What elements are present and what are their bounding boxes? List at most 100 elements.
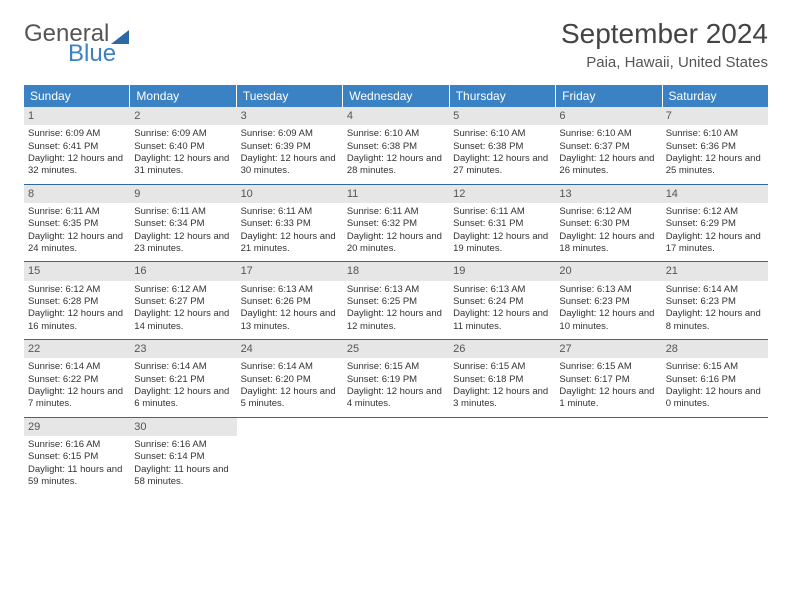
sunrise-line: Sunrise: 6:11 AM — [347, 206, 445, 218]
day-cell: 7Sunrise: 6:10 AMSunset: 6:36 PMDaylight… — [662, 107, 768, 184]
day-cell: 14Sunrise: 6:12 AMSunset: 6:29 PMDayligh… — [662, 185, 768, 262]
day-number: 20 — [555, 262, 661, 280]
sunset-line: Sunset: 6:23 PM — [559, 296, 657, 308]
day-cell: 19Sunrise: 6:13 AMSunset: 6:24 PMDayligh… — [449, 262, 555, 339]
day-cell: 2Sunrise: 6:09 AMSunset: 6:40 PMDaylight… — [130, 107, 236, 184]
sunrise-line: Sunrise: 6:10 AM — [559, 128, 657, 140]
sunrise-line: Sunrise: 6:09 AM — [134, 128, 232, 140]
sunrise-line: Sunrise: 6:12 AM — [559, 206, 657, 218]
daylight-line: Daylight: 12 hours and 4 minutes. — [347, 386, 445, 411]
day-number: 26 — [449, 340, 555, 358]
sunrise-line: Sunrise: 6:11 AM — [453, 206, 551, 218]
daylight-line: Daylight: 12 hours and 26 minutes. — [559, 153, 657, 178]
week-row: 8Sunrise: 6:11 AMSunset: 6:35 PMDaylight… — [24, 184, 768, 262]
sunrise-line: Sunrise: 6:14 AM — [28, 361, 126, 373]
day-cell: 30Sunrise: 6:16 AMSunset: 6:14 PMDayligh… — [130, 418, 236, 495]
sunrise-line: Sunrise: 6:15 AM — [666, 361, 764, 373]
day-number: 15 — [24, 262, 130, 280]
sunset-line: Sunset: 6:33 PM — [241, 218, 339, 230]
sunset-line: Sunset: 6:35 PM — [28, 218, 126, 230]
sunset-line: Sunset: 6:14 PM — [134, 451, 232, 463]
sunrise-line: Sunrise: 6:10 AM — [666, 128, 764, 140]
sunset-line: Sunset: 6:32 PM — [347, 218, 445, 230]
sunrise-line: Sunrise: 6:12 AM — [134, 284, 232, 296]
dow-cell: Monday — [130, 85, 236, 107]
day-cell: 16Sunrise: 6:12 AMSunset: 6:27 PMDayligh… — [130, 262, 236, 339]
sunrise-line: Sunrise: 6:12 AM — [28, 284, 126, 296]
day-cell: 20 Sunrise: 6:13 AMSunset: 6:23 PMDayligh… — [555, 262, 661, 339]
sunset-line: Sunset: 6:30 PM — [559, 218, 657, 230]
sunset-line: Sunset: 6:24 PM — [453, 296, 551, 308]
dow-cell: Wednesday — [343, 85, 449, 107]
daylight-line: Daylight: 12 hours and 13 minutes. — [241, 308, 339, 333]
daylight-line: Daylight: 12 hours and 3 minutes. — [453, 386, 551, 411]
sunrise-line: Sunrise: 6:11 AM — [134, 206, 232, 218]
sunrise-line: Sunrise: 6:11 AM — [28, 206, 126, 218]
daylight-line: Daylight: 12 hours and 10 minutes. — [559, 308, 657, 333]
sunrise-line: Sunrise: 6:15 AM — [453, 361, 551, 373]
sunrise-line: Sunrise: 6:16 AM — [28, 439, 126, 451]
day-number: 10 — [237, 185, 343, 203]
dow-cell: Sunday — [24, 85, 130, 107]
sunrise-line: Sunrise: 6:16 AM — [134, 439, 232, 451]
day-cell: 17Sunrise: 6:13 AMSunset: 6:26 PMDayligh… — [237, 262, 343, 339]
sunset-line: Sunset: 6:23 PM — [666, 296, 764, 308]
sunset-line: Sunset: 6:31 PM — [453, 218, 551, 230]
sunset-line: Sunset: 6:21 PM — [134, 374, 232, 386]
day-cell: 15Sunrise: 6:12 AMSunset: 6:28 PMDayligh… — [24, 262, 130, 339]
day-cell: 12Sunrise: 6:11 AMSunset: 6:31 PMDayligh… — [449, 185, 555, 262]
day-number: 13 — [555, 185, 661, 203]
sunrise-line: Sunrise: 6:14 AM — [134, 361, 232, 373]
day-number: 19 — [449, 262, 555, 280]
day-number: 30 — [130, 418, 236, 436]
day-cell: 24Sunrise: 6:14 AMSunset: 6:20 PMDayligh… — [237, 340, 343, 417]
sunset-line: Sunset: 6:25 PM — [347, 296, 445, 308]
day-number: 5 — [449, 107, 555, 125]
day-cell: 27Sunrise: 6:15 AMSunset: 6:17 PMDayligh… — [555, 340, 661, 417]
daylight-line: Daylight: 12 hours and 11 minutes. — [453, 308, 551, 333]
title-block: September 2024 Paia, Hawaii, United Stat… — [561, 18, 768, 71]
day-number: 12 — [449, 185, 555, 203]
sunrise-line: Sunrise: 6:15 AM — [559, 361, 657, 373]
dow-cell: Saturday — [663, 85, 768, 107]
day-cell: 13Sunrise: 6:12 AMSunset: 6:30 PMDayligh… — [555, 185, 661, 262]
sunset-line: Sunset: 6:16 PM — [666, 374, 764, 386]
daylight-line: Daylight: 12 hours and 25 minutes. — [666, 153, 764, 178]
daylight-line: Daylight: 12 hours and 5 minutes. — [241, 386, 339, 411]
day-number: 22 — [24, 340, 130, 358]
daylight-line: Daylight: 12 hours and 0 minutes. — [666, 386, 764, 411]
daylight-line: Daylight: 12 hours and 1 minute. — [559, 386, 657, 411]
day-cell: 4Sunrise: 6:10 AMSunset: 6:38 PMDaylight… — [343, 107, 449, 184]
daylight-line: Daylight: 12 hours and 27 minutes. — [453, 153, 551, 178]
sunset-line: Sunset: 6:27 PM — [134, 296, 232, 308]
daylight-line: Daylight: 12 hours and 17 minutes. — [666, 231, 764, 256]
day-cell: 22Sunrise: 6:14 AMSunset: 6:22 PMDayligh… — [24, 340, 130, 417]
dow-cell: Tuesday — [237, 85, 343, 107]
daylight-line: Daylight: 12 hours and 8 minutes. — [666, 308, 764, 333]
day-number: 14 — [662, 185, 768, 203]
sunset-line: Sunset: 6:29 PM — [666, 218, 764, 230]
day-number: 9 — [130, 185, 236, 203]
day-cell: 3Sunrise: 6:09 AMSunset: 6:39 PMDaylight… — [237, 107, 343, 184]
sunset-line: Sunset: 6:34 PM — [134, 218, 232, 230]
day-number: 6 — [555, 107, 661, 125]
day-number: 29 — [24, 418, 130, 436]
daylight-line: Daylight: 12 hours and 32 minutes. — [28, 153, 126, 178]
day-number: 24 — [237, 340, 343, 358]
day-number: 17 — [237, 262, 343, 280]
day-number: 23 — [130, 340, 236, 358]
day-cell: 6 Sunrise: 6:10 AMSunset: 6:37 PMDaylight… — [555, 107, 661, 184]
header: General Blue September 2024 Paia, Hawaii… — [24, 18, 768, 71]
day-number: 2 — [130, 107, 236, 125]
day-cell: 18Sunrise: 6:13 AMSunset: 6:25 PMDayligh… — [343, 262, 449, 339]
day-cell: 21Sunrise: 6:14 AMSunset: 6:23 PMDayligh… — [662, 262, 768, 339]
sunset-line: Sunset: 6:37 PM — [559, 141, 657, 153]
day-number: 21 — [662, 262, 768, 280]
day-number: 4 — [343, 107, 449, 125]
sunrise-line: Sunrise: 6:15 AM — [347, 361, 445, 373]
sunrise-line: Sunrise: 6:09 AM — [28, 128, 126, 140]
sunset-line: Sunset: 6:28 PM — [28, 296, 126, 308]
day-cell: 28Sunrise: 6:15 AMSunset: 6:16 PMDayligh… — [662, 340, 768, 417]
sunrise-line: Sunrise: 6:13 AM — [559, 284, 657, 296]
day-cell: 9Sunrise: 6:11 AMSunset: 6:34 PMDaylight… — [130, 185, 236, 262]
